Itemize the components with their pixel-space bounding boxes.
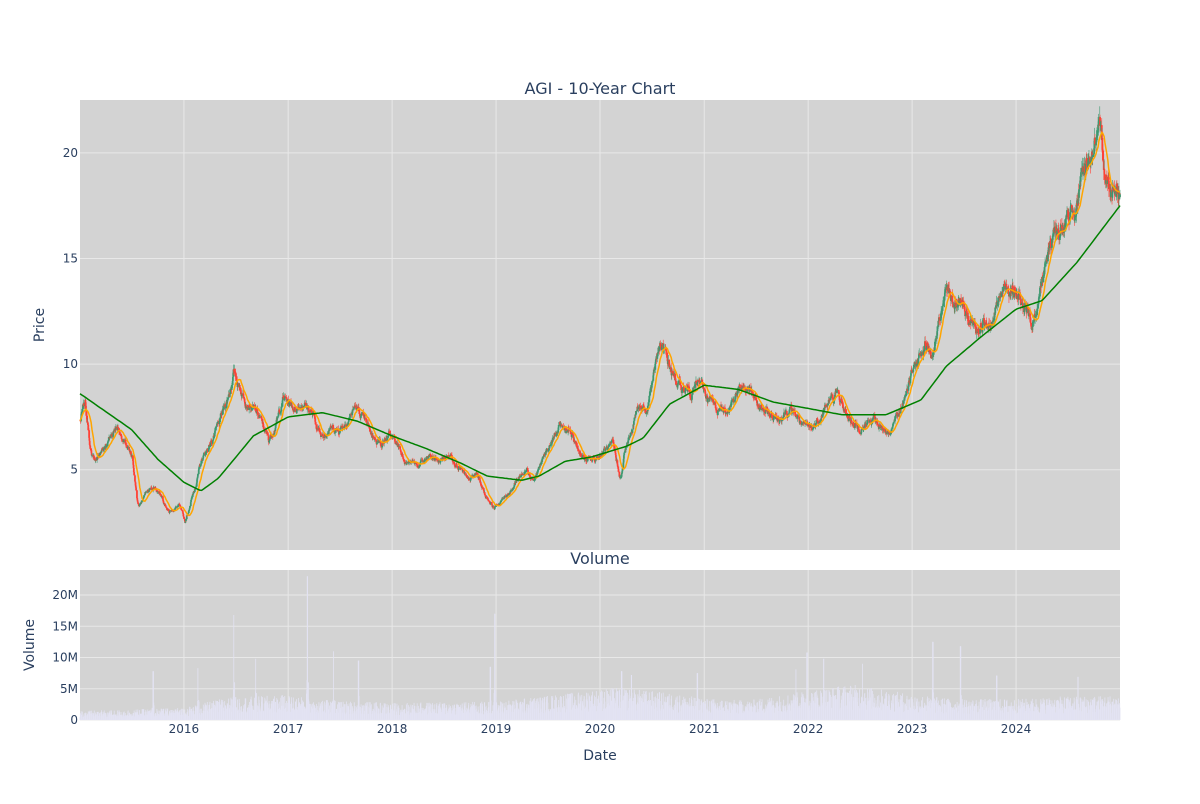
- candle-body: [136, 490, 138, 498]
- candle-body: [982, 323, 984, 327]
- candle-body: [649, 395, 651, 396]
- candle-body: [125, 442, 127, 444]
- candle-body: [908, 387, 910, 391]
- candle-body: [893, 422, 895, 423]
- candle-body: [1014, 287, 1016, 291]
- candle-body: [570, 432, 572, 434]
- candle-body: [339, 432, 341, 435]
- candle-body: [400, 451, 402, 453]
- candle-body: [796, 417, 798, 419]
- candle-body: [501, 500, 503, 501]
- candle-body: [613, 446, 615, 449]
- candle-body: [394, 439, 396, 442]
- candle-body: [1012, 286, 1014, 290]
- candle-body: [546, 451, 548, 453]
- candle-body: [99, 453, 101, 455]
- candle-body: [861, 430, 863, 431]
- candle-body: [139, 504, 141, 505]
- candle-body: [894, 418, 896, 419]
- candle-body: [633, 421, 635, 422]
- candle-body: [632, 429, 634, 432]
- candle-body: [494, 507, 496, 509]
- candle-body: [310, 410, 312, 412]
- candle-body: [196, 478, 198, 479]
- candle-body: [137, 500, 139, 502]
- candle-body: [121, 436, 123, 439]
- candle-body: [198, 470, 200, 475]
- candle-body: [851, 421, 853, 423]
- candle-body: [360, 414, 362, 416]
- candle-body: [137, 501, 139, 502]
- candle-body: [133, 468, 135, 472]
- candle-body: [133, 465, 135, 468]
- candle-body: [159, 493, 161, 494]
- candle-body: [261, 417, 263, 419]
